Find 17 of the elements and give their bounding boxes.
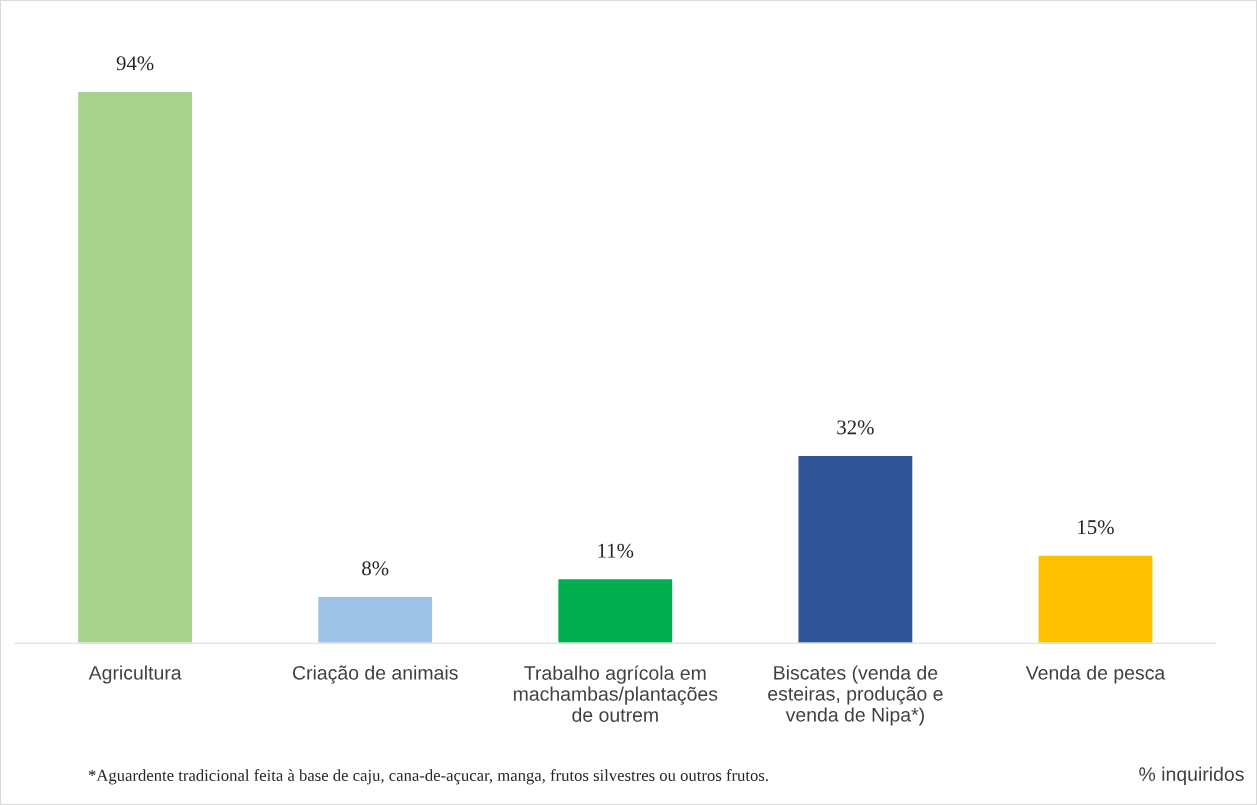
data-label: 11% xyxy=(598,543,634,558)
data-label: 32% xyxy=(837,420,874,435)
bar xyxy=(797,454,914,644)
x-tick-label: Agricultura xyxy=(88,665,182,684)
bar xyxy=(316,595,434,644)
x-tick-label: Venda de pesca xyxy=(1025,665,1166,684)
bar xyxy=(556,577,674,644)
x-tick-label: Trabalho agrícola em machambas/plantações de outrem xyxy=(513,665,718,722)
x-tick-label: Criação de animais xyxy=(292,665,458,684)
x-tick-label: Biscates (venda de esteiras, produção e venda de Nipa*) xyxy=(768,665,943,726)
text: *Aguardente tradicional feita à base de caju, cana-de-açucar, manga, frutos silvestres ou outros frutos. xyxy=(88,769,768,785)
bar xyxy=(76,90,194,644)
data-label: 8% xyxy=(362,561,389,576)
data-label: 15% xyxy=(1078,520,1114,535)
text: % inquiridos xyxy=(1139,766,1244,785)
bar xyxy=(1037,554,1154,644)
data-label: 94% xyxy=(116,56,154,71)
